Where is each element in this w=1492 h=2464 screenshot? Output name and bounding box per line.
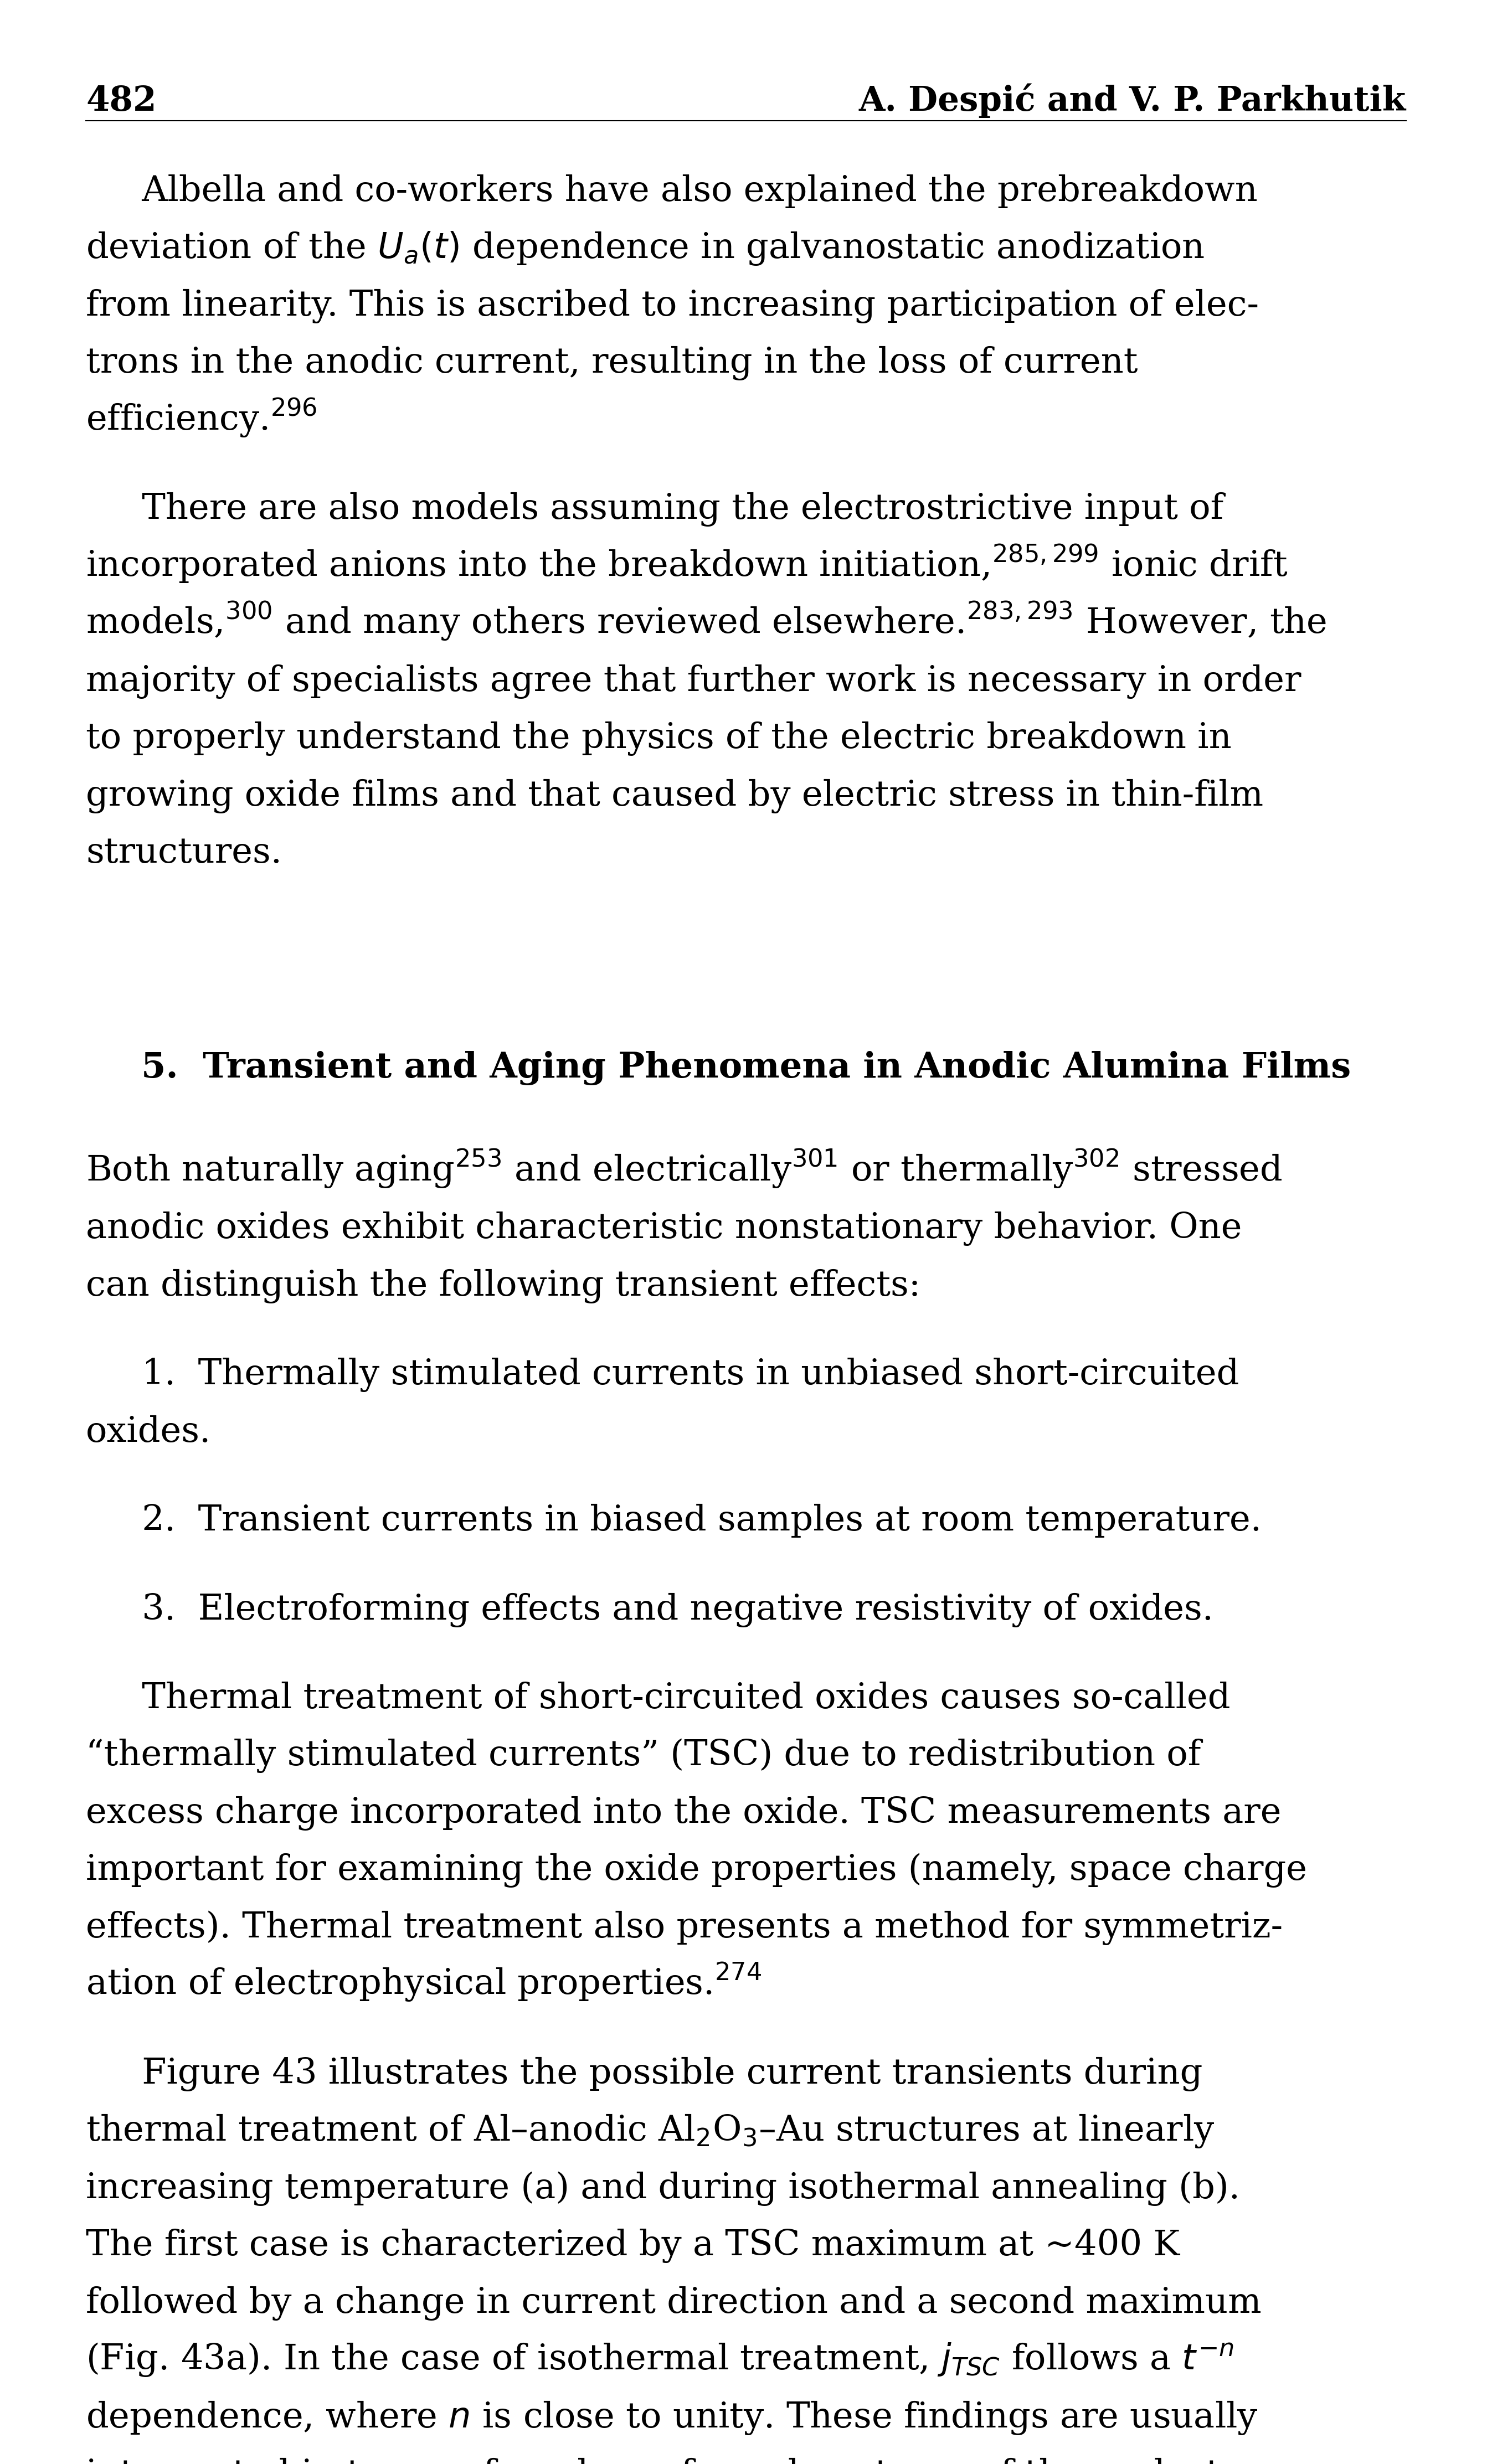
Text: thermal treatment of Al–anodic Al$_2$O$_3$–Au structures at linearly: thermal treatment of Al–anodic Al$_2$O$_… (87, 2112, 1214, 2149)
Text: followed by a change in current direction and a second maximum: followed by a change in current directio… (87, 2287, 1261, 2321)
Text: “thermally stimulated currents” (TSC) due to redistribution of: “thermally stimulated currents” (TSC) du… (87, 1740, 1201, 1774)
Text: can distinguish the following transient effects:: can distinguish the following transient … (87, 1269, 921, 1303)
Text: to properly understand the physics of the electric breakdown in: to properly understand the physics of th… (87, 722, 1231, 756)
Text: interpreted in terms of a release from deep traps of those electrons: interpreted in terms of a release from d… (87, 2459, 1300, 2464)
Text: 5.  Transient and Aging Phenomena in Anodic Alumina Films: 5. Transient and Aging Phenomena in Anod… (142, 1052, 1350, 1087)
Text: effects). Thermal treatment also presents a method for symmetriz-: effects). Thermal treatment also present… (87, 1910, 1283, 1944)
Text: Albella and co-workers have also explained the prebreakdown: Albella and co-workers have also explain… (87, 175, 1258, 207)
Text: Thermal treatment of short-circuited oxides causes so-called: Thermal treatment of short-circuited oxi… (87, 1680, 1231, 1715)
Text: increasing temperature (a) and during isothermal annealing (b).: increasing temperature (a) and during is… (87, 2171, 1240, 2205)
Text: trons in the anodic current, resulting in the loss of current: trons in the anodic current, resulting i… (87, 347, 1138, 379)
Text: incorporated anions into the breakdown initiation,$^{285,299}$ ionic drift: incorporated anions into the breakdown i… (87, 542, 1288, 584)
Text: structures.: structures. (87, 835, 282, 870)
Text: A. Despić and V. P. Parkhutik: A. Despić and V. P. Parkhutik (859, 84, 1405, 118)
Text: models,$^{300}$ and many others reviewed elsewhere.$^{283,293}$ However, the: models,$^{300}$ and many others reviewed… (87, 601, 1326, 643)
Text: Both naturally aging$^{253}$ and electrically$^{301}$ or thermally$^{302}$ stres: Both naturally aging$^{253}$ and electri… (87, 1148, 1283, 1190)
Text: important for examining the oxide properties (namely, space charge: important for examining the oxide proper… (87, 1853, 1307, 1887)
Text: deviation of the $U_a(t)$ dependence in galvanostatic anodization: deviation of the $U_a(t)$ dependence in … (87, 229, 1204, 266)
Text: dependence, where $n$ is close to unity. These findings are usually: dependence, where $n$ is close to unity.… (87, 2400, 1258, 2437)
Text: growing oxide films and that caused by electric stress in thin-film: growing oxide films and that caused by e… (87, 779, 1264, 813)
Text: efficiency.$^{296}$: efficiency.$^{296}$ (87, 397, 316, 439)
Text: (Fig. 43a). In the case of isothermal treatment, $j_{TSC}$ follows a $t^{-n}$: (Fig. 43a). In the case of isothermal tr… (87, 2341, 1234, 2378)
Text: 482: 482 (87, 84, 157, 118)
Text: excess charge incorporated into the oxide. TSC measurements are: excess charge incorporated into the oxid… (87, 1796, 1282, 1831)
Text: oxides.: oxides. (87, 1414, 212, 1449)
Text: 2.  Transient currents in biased samples at room temperature.: 2. Transient currents in biased samples … (87, 1503, 1262, 1538)
Text: majority of specialists agree that further work is necessary in order: majority of specialists agree that furth… (87, 665, 1301, 700)
Text: The first case is characterized by a TSC maximum at ~400 K: The first case is characterized by a TSC… (87, 2230, 1180, 2264)
Text: There are also models assuming the electrostrictive input of: There are also models assuming the elect… (87, 493, 1223, 527)
Text: anodic oxides exhibit characteristic nonstationary behavior. One: anodic oxides exhibit characteristic non… (87, 1212, 1241, 1247)
Text: ation of electrophysical properties.$^{274}$: ation of electrophysical properties.$^{2… (87, 1961, 762, 2003)
Text: 1.  Thermally stimulated currents in unbiased short-circuited: 1. Thermally stimulated currents in unbi… (87, 1358, 1240, 1392)
Text: Figure 43 illustrates the possible current transients during: Figure 43 illustrates the possible curre… (87, 2057, 1203, 2092)
Text: from linearity. This is ascribed to increasing participation of elec-: from linearity. This is ascribed to incr… (87, 288, 1259, 323)
Text: 3.  Electroforming effects and negative resistivity of oxides.: 3. Electroforming effects and negative r… (87, 1592, 1213, 1626)
